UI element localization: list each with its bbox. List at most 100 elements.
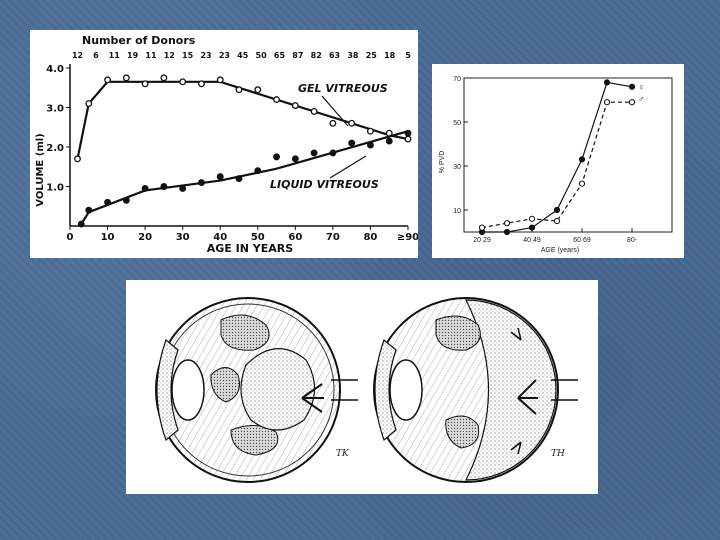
vitreous-lacuna: [230, 425, 279, 456]
liquid-vitreous-point: [348, 139, 356, 147]
vitreous-volume-plot: Number of Donors VOLUME (ml) AGE IN YEAR…: [35, 34, 418, 255]
donor-count: 12: [164, 51, 175, 60]
pvd-open-point: [578, 180, 586, 187]
gel-vitreous-point: [122, 74, 130, 82]
vitreous-lacuna: [445, 415, 480, 449]
gel-vitreous-point: [160, 74, 168, 82]
liquid-vitreous-point: [160, 183, 168, 190]
pvd-filled-point: [628, 83, 636, 90]
vitreous-lacuna: [210, 367, 240, 403]
x-tick-label: 80: [363, 232, 377, 243]
gel-vitreous-label: GEL VITREOUS: [298, 82, 388, 95]
cornea-iris: [156, 338, 179, 442]
donor-count: 25: [366, 51, 378, 60]
male-symbol: ♂: [638, 94, 645, 104]
cornea-iris: [374, 338, 397, 442]
gel-vitreous-point: [404, 135, 412, 143]
liquid-vitreous-point: [85, 206, 93, 214]
liquid-vitreous-point: [273, 153, 281, 161]
y-tick-label: 1.0: [46, 183, 64, 194]
gel-vitreous-point: [254, 86, 262, 94]
gel-vitreous-point: [85, 100, 93, 107]
arrow-up: [510, 327, 522, 341]
lens: [389, 359, 423, 421]
pvd-filled-point: [578, 156, 586, 163]
female-symbol: ♀: [638, 82, 645, 92]
x-tick-label: 80-: [627, 237, 638, 244]
donor-count: 82: [311, 51, 322, 60]
gel-vitreous-point: [273, 96, 281, 104]
x-tick-label: 50: [251, 232, 265, 243]
lens: [171, 359, 205, 421]
y-tick-label: 2.0: [46, 143, 64, 154]
donor-count: 15: [182, 51, 194, 60]
pvd-age-axis-label: AGE (years): [541, 247, 580, 254]
pvd-open-point: [503, 220, 511, 227]
pvd-chart: % PVD AGE (years) 10 30 50 70 20 29 40 49 60 6…: [432, 64, 684, 258]
donor-count: 65: [274, 51, 286, 60]
liquid-vitreous-point: [310, 149, 318, 157]
liquid-vitreous-point: [254, 167, 262, 175]
liquid-vitreous-point: [235, 175, 243, 183]
y-tick-label: 70: [453, 76, 461, 83]
x-tick-label: 60 69: [573, 237, 591, 244]
gel-vitreous-point: [179, 78, 187, 86]
liquid-vitreous-point: [141, 185, 149, 192]
donor-count: 45: [237, 51, 249, 60]
age-axis-label: AGE IN YEARS: [207, 242, 293, 255]
y-tick-label: 10: [453, 208, 461, 215]
liquid-vitreous-point: [404, 129, 412, 137]
gel-vitreous-point: [197, 80, 205, 88]
pvd-filled-point: [603, 79, 611, 86]
donor-count: 11: [109, 51, 121, 60]
pvd-filled-point: [528, 224, 536, 231]
gel-vitreous-point: [291, 102, 299, 109]
liquid-vitreous-point: [122, 196, 130, 204]
liquid-vitreous-point: [179, 185, 187, 192]
gel-label-pointer: [321, 95, 349, 127]
pvd-plot-frame: [463, 77, 673, 233]
gel-vitreous-point: [216, 76, 224, 84]
pvd-axis-label: % PVD: [439, 151, 446, 174]
liquid-vitreous-label: LIQUID VITREOUS: [270, 178, 379, 191]
y-tick-label: 3.0: [46, 104, 64, 115]
liquid-vitreous-point: [104, 198, 112, 206]
x-tick-label: 40 49: [523, 237, 541, 244]
gel-vitreous-point: [329, 119, 337, 127]
pvd-open-point: [528, 215, 536, 222]
x-tick-label: 60: [288, 232, 302, 243]
donor-count: 6: [93, 51, 99, 60]
eye-diagram-right: TH: [373, 297, 578, 483]
donor-count: 18: [384, 51, 396, 60]
gel-vitreous-point: [104, 76, 112, 84]
donor-count: 5: [405, 51, 411, 60]
pvd-filled-point: [553, 206, 561, 214]
liquid-vitreous-point: [291, 155, 299, 163]
eye-diagram-left: TK: [155, 297, 358, 483]
y-tick-label: 50: [453, 120, 461, 127]
y-tick-label: 4.0: [46, 64, 64, 75]
donor-count: 19: [127, 51, 139, 60]
donor-count: 50: [256, 51, 268, 60]
liquid-label-pointer: [329, 155, 367, 179]
liquid-vitreous-point: [216, 173, 224, 181]
x-tick-label: 20 29: [473, 237, 491, 244]
x-tick-label: 70: [326, 232, 340, 243]
volume-axis-label: VOLUME (ml): [35, 133, 46, 206]
donor-count: 87: [292, 51, 303, 60]
arrow-down: [510, 441, 522, 455]
liquid-vitreous-point: [77, 220, 85, 228]
liquid-vitreous-point: [366, 141, 374, 149]
x-tick-label: 0: [67, 232, 74, 243]
central-lacuna: [240, 348, 316, 431]
x-tick-label: 30: [176, 232, 190, 243]
gel-vitreous-point: [74, 155, 81, 163]
pvd-open-point: [603, 99, 611, 106]
eye-diagrams-panel: TK TH: [126, 280, 598, 494]
x-tick-label: 40: [213, 232, 227, 243]
gel-vitreous-point: [348, 119, 356, 127]
donor-count: 12: [72, 51, 83, 60]
gel-vitreous-point: [141, 80, 149, 88]
donor-count: 11: [145, 51, 157, 60]
optic-nerve: [331, 379, 358, 401]
